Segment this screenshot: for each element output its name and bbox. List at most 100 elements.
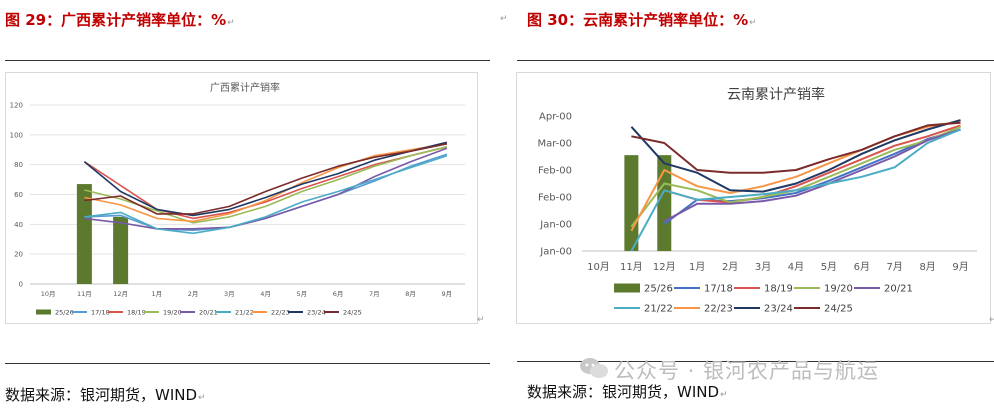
x-tick-label: 11月 <box>620 261 643 273</box>
x-tick-label: 9月 <box>952 261 968 273</box>
x-tick-label: 3月 <box>755 261 771 273</box>
figure-caption-yunnan: 图 30：云南累计产销率单位：%↵ <box>527 9 757 30</box>
y-tick-label: Feb-00 <box>538 193 572 204</box>
y-axis-ticks: 0 20 40 60 80 100 120 <box>10 101 23 288</box>
chart-title: 广西累计产销率 <box>210 81 280 94</box>
series-line-18-19 <box>664 124 961 204</box>
series-line-22-23 <box>84 143 448 223</box>
y-tick-label: 40 <box>14 221 23 229</box>
x-tick-label: 7月 <box>369 290 380 298</box>
y-tick-label: 20 <box>14 251 23 259</box>
bottom-rule-left <box>5 363 490 364</box>
legend-label: 18/19 <box>764 284 793 295</box>
y-tick-label: Apr-00 <box>539 112 572 123</box>
wechat-icon <box>580 358 608 378</box>
top-rule-right <box>517 60 994 61</box>
x-tick-label: 2月 <box>188 290 199 298</box>
series-line-24-25 <box>631 121 961 174</box>
caption-text: 图 29：广西累计产销率单位：% <box>5 11 227 29</box>
y-tick-label: 120 <box>10 101 23 109</box>
x-tick-label: 1月 <box>152 290 163 298</box>
watermark-text: 公众号 · 银河农产品与航运 <box>614 359 880 383</box>
legend-label: 24/25 <box>824 304 853 315</box>
bar-25-26 <box>624 155 639 251</box>
y-tick-label: Jan-00 <box>539 220 572 231</box>
series-line-23-24 <box>83 141 448 217</box>
legend-label: 18/19 <box>127 308 146 316</box>
paragraph-mark-icon: ↵ <box>749 18 757 28</box>
legend-label: 25/26 <box>644 284 673 295</box>
y-tick-label: 100 <box>10 131 23 139</box>
bar-25-26 <box>657 155 672 251</box>
x-tick-label: 12月 <box>113 290 128 298</box>
x-tick-label: 7月 <box>887 261 903 273</box>
series-line-20-21 <box>663 128 961 223</box>
series-line-19-20 <box>84 146 448 224</box>
x-tick-label: 4月 <box>788 261 804 273</box>
x-tick-label: 2月 <box>722 261 738 273</box>
source-note-right: 数据来源：银河期货，WIND↵ <box>527 381 728 402</box>
legend-label: 21/22 <box>644 304 673 315</box>
y-tick-label: Jan-00 <box>539 247 572 258</box>
legend-label: 20/21 <box>884 284 913 295</box>
y-tick-label: 60 <box>14 191 23 199</box>
chart-title: 云南累计产销率 <box>727 86 825 103</box>
paragraph-mark-icon: ↵ <box>500 14 508 24</box>
legend-label: 25/26 <box>55 308 74 316</box>
x-tick-label: 5月 <box>821 261 837 273</box>
series-line-23-24 <box>630 119 961 193</box>
paragraph-mark-icon: ↵ <box>989 315 994 325</box>
legend-label: 23/24 <box>307 308 326 316</box>
line-series <box>83 141 448 235</box>
y-tick-label: 0 <box>19 280 23 288</box>
series-line-21-22 <box>630 128 961 252</box>
chart-legend: 25/26 17/18 18/19 19/20 20/21 21/22 22/23 23/24… <box>614 283 913 315</box>
legend-swatch <box>614 283 640 293</box>
caption-text: 图 30：云南累计产销率单位：% <box>527 11 749 29</box>
x-tick-label: 12月 <box>653 261 676 273</box>
x-tick-label: 11月 <box>77 290 92 298</box>
legend-label: 22/23 <box>704 304 733 315</box>
x-tick-label: 3月 <box>224 290 235 298</box>
line-series <box>630 119 961 252</box>
y-tick-label: 80 <box>14 161 23 169</box>
paragraph-mark-icon: ↵ <box>227 18 235 28</box>
legend-label: 19/20 <box>163 308 182 316</box>
bar-series <box>76 184 129 284</box>
x-tick-label: 6月 <box>854 261 870 273</box>
paragraph-mark-icon: ↵ <box>198 393 206 403</box>
y-axis-ticks: Jan-00 Jan-00 Feb-00 Feb-00 Mar-00 Apr-00 <box>537 112 572 258</box>
bar-25-26 <box>76 184 92 284</box>
x-tick-label: 9月 <box>442 290 453 298</box>
x-tick-label: 4月 <box>260 290 271 298</box>
series-line-24-25 <box>84 143 448 215</box>
source-text: 数据来源：银河期货，WIND <box>527 383 720 401</box>
legend-label: 20/21 <box>199 308 218 316</box>
chart-guangxi: 广西累计产销率 0 20 40 60 80 100 120 10月 11月 12月 1月 2月 3月 4… <box>5 72 478 324</box>
x-tick-label: 6月 <box>333 290 344 298</box>
x-axis-ticks: 10月 11月 12月 1月 2月 3月 4月 5月 6月 7月 8月 9月 <box>41 290 452 298</box>
series-line-18-19 <box>83 146 448 220</box>
chart-legend: 25/26 17/18 18/19 19/20 20/21 21/22 22/23 23/24… <box>36 308 362 316</box>
chart-frame <box>5 72 478 324</box>
legend-label: 24/25 <box>343 308 362 316</box>
paragraph-mark-icon: ↵ <box>720 390 728 400</box>
chart-yunnan: 云南累计产销率 Jan-00 Jan-00 Feb-00 Feb-00 Mar-00 Ap… <box>516 72 991 324</box>
x-tick-label: 8月 <box>405 290 416 298</box>
legend-label: 21/22 <box>235 308 254 316</box>
y-tick-label: Mar-00 <box>537 139 572 150</box>
bar-series <box>624 155 672 251</box>
y-tick-label: Feb-00 <box>538 166 572 177</box>
bottom-rule-right <box>517 361 994 362</box>
series-line-20-21 <box>84 147 448 230</box>
legend-label: 19/20 <box>824 284 853 295</box>
source-note-left: 数据来源：银河期货，WIND↵ <box>5 384 206 405</box>
legend-label: 17/18 <box>704 284 733 295</box>
legend-swatch <box>36 309 51 315</box>
x-axis-ticks: 10月 11月 12月 1月 2月 3月 4月 5月 6月 7月 8月 9月 <box>587 261 969 273</box>
legend-label: 23/24 <box>764 304 793 315</box>
source-text: 数据来源：银河期货，WIND <box>5 386 198 404</box>
legend-label: 17/18 <box>91 308 110 316</box>
figure-caption-guangxi: 图 29：广西累计产销率单位：%↵ <box>5 9 235 30</box>
legend-label: 22/23 <box>271 308 290 316</box>
